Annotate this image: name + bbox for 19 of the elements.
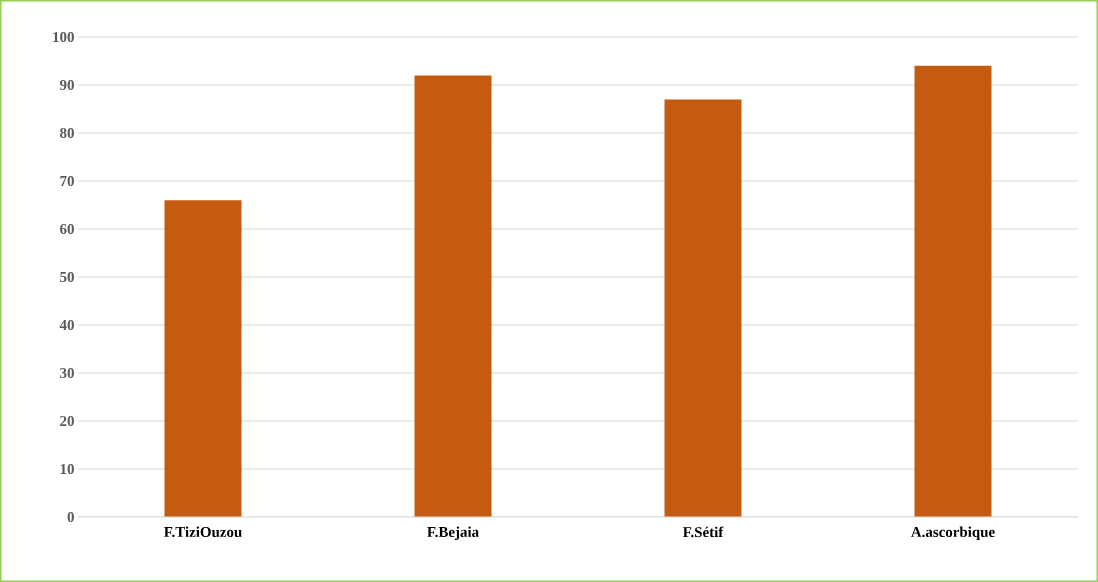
y-tick-label: 50 xyxy=(60,271,74,283)
y-tick-label: 80 xyxy=(60,127,74,139)
x-tick-label: A.ascorbique xyxy=(910,526,995,541)
bar xyxy=(664,99,742,517)
y-tick-label: 40 xyxy=(59,319,74,331)
y-tick-label: 0 xyxy=(67,511,74,523)
x-tick-label: F.TiziOuzou xyxy=(164,526,242,538)
y-tick-label: 10 xyxy=(60,463,74,475)
y-tick-label: 60 xyxy=(60,223,74,235)
y-tick-label: 20 xyxy=(60,415,74,427)
y-tick-label: 70 xyxy=(60,175,74,187)
y-tick-label: 100 xyxy=(53,31,74,43)
y-tick-label: 90 xyxy=(59,79,74,91)
bar xyxy=(164,200,242,517)
x-tick-label: F.Sétif xyxy=(682,526,724,538)
bar xyxy=(914,65,992,517)
y-tick-label: 30 xyxy=(60,367,74,379)
x-tick-label: F.Bejaia xyxy=(427,526,479,541)
bar xyxy=(414,75,492,517)
